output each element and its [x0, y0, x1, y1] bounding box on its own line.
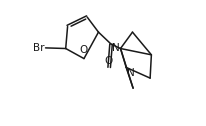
Text: Br: Br [33, 43, 44, 53]
Text: N: N [126, 68, 134, 78]
Text: O: O [79, 45, 87, 55]
Text: N: N [111, 43, 119, 53]
Text: O: O [104, 56, 112, 66]
